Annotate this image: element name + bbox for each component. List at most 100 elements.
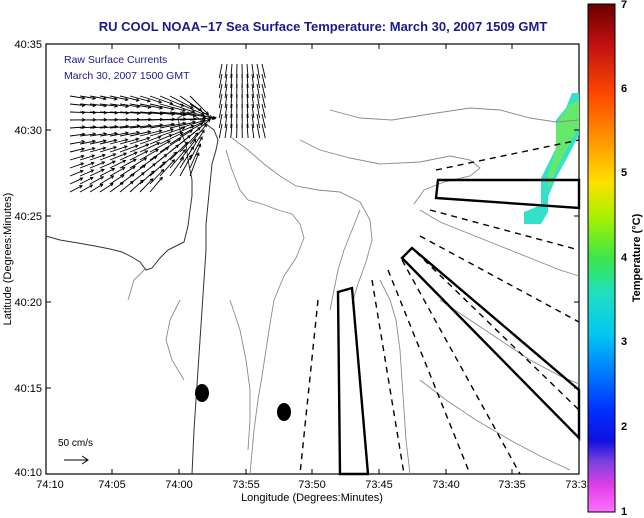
current-vector-head	[109, 182, 114, 187]
current-vector	[261, 113, 266, 129]
current-vector-head	[113, 97, 118, 101]
current-vector	[109, 145, 128, 153]
current-vector	[79, 95, 96, 99]
current-vector	[119, 158, 137, 169]
current-vector-head	[187, 134, 191, 139]
current-vector	[109, 125, 129, 129]
current-vector	[246, 73, 249, 89]
current-vector	[89, 161, 105, 169]
current-vector-head	[159, 176, 163, 181]
current-vector-head	[200, 111, 205, 116]
current-vector	[169, 149, 186, 169]
current-vector	[79, 169, 94, 177]
current-vector-head	[101, 153, 106, 158]
y-tick-label: 40:20	[14, 297, 42, 309]
y-tick-label: 40:35	[14, 39, 42, 51]
current-vector-head	[100, 176, 105, 180]
colorbar-tick: 4	[621, 252, 628, 264]
current-vector	[129, 131, 151, 137]
current-vector	[256, 113, 261, 129]
current-vector-head	[150, 170, 155, 175]
current-vector	[159, 111, 186, 116]
current-vector-head	[111, 168, 116, 172]
current-vector	[89, 168, 105, 177]
current-vector	[251, 113, 255, 129]
current-vector-head	[92, 139, 97, 144]
current-vector	[109, 182, 124, 193]
x-tick-label: 74:10	[36, 479, 64, 491]
current-vector	[246, 93, 249, 109]
current-vector-head	[144, 150, 149, 154]
current-vector	[119, 95, 140, 101]
current-vector	[169, 103, 195, 113]
current-vector-head	[197, 127, 201, 131]
current-vector-head	[203, 123, 208, 128]
colorbar-tick: 2	[621, 421, 627, 433]
current-vector-head	[131, 165, 136, 170]
current-vector	[261, 63, 266, 79]
current-vector-head	[194, 132, 199, 137]
current-vector-head	[111, 160, 116, 164]
current-vector	[99, 146, 117, 153]
current-vector	[246, 103, 249, 119]
current-vector	[89, 176, 104, 185]
current-vector-head	[153, 155, 158, 160]
current-vector	[224, 123, 228, 139]
current-vector	[179, 111, 206, 118]
beam-southeast	[400, 246, 581, 441]
current-vector	[149, 177, 163, 193]
current-vector	[119, 144, 138, 153]
current-vector	[218, 63, 223, 79]
coastline	[45, 111, 219, 475]
current-vector-head	[158, 129, 163, 133]
current-vector	[149, 161, 166, 177]
current-vector-head	[142, 164, 147, 169]
current-vector	[230, 103, 233, 119]
current-vector-head	[147, 130, 152, 134]
current-vector	[129, 150, 148, 161]
current-vector	[256, 123, 261, 139]
current-vector	[139, 149, 159, 161]
current-vector	[256, 103, 261, 119]
current-vector	[99, 168, 115, 177]
current-vector	[99, 175, 114, 185]
current-vector	[69, 185, 83, 193]
current-vector-head	[177, 138, 182, 142]
current-vector	[119, 181, 134, 193]
current-vector	[169, 111, 196, 117]
current-vector-head	[135, 98, 140, 102]
current-vector	[261, 103, 266, 119]
current-vector-head	[89, 176, 94, 181]
current-vector	[256, 63, 261, 79]
station-marker-1	[195, 384, 209, 402]
current-vector	[179, 132, 199, 153]
current-vector-head	[199, 136, 203, 140]
current-vector	[169, 141, 189, 161]
current-vector-head	[192, 138, 197, 143]
current-vector-head	[89, 184, 94, 188]
current-vector	[129, 179, 144, 193]
current-vector	[69, 140, 85, 145]
current-vector-head	[207, 118, 211, 123]
current-vector	[119, 111, 140, 114]
current-vector-head	[189, 129, 193, 134]
current-vector	[189, 136, 203, 161]
current-vector-head	[124, 138, 129, 142]
current-vector	[159, 95, 184, 107]
current-vector	[139, 111, 163, 115]
x-tick-label: 73:50	[298, 479, 326, 491]
scale-label: 50 cm/s	[58, 438, 93, 449]
current-vector	[89, 183, 103, 193]
current-vector	[119, 131, 140, 137]
current-vector	[149, 123, 175, 129]
current-vector	[218, 103, 223, 119]
current-vector	[99, 95, 117, 100]
current-vector-head	[188, 154, 192, 159]
current-vector-head	[81, 139, 86, 144]
current-vector	[230, 63, 233, 79]
colorbar-tick: 3	[621, 336, 627, 348]
current-vector	[159, 122, 186, 129]
current-vector	[224, 63, 228, 79]
current-vector	[129, 137, 150, 145]
current-vector-head	[103, 96, 107, 101]
